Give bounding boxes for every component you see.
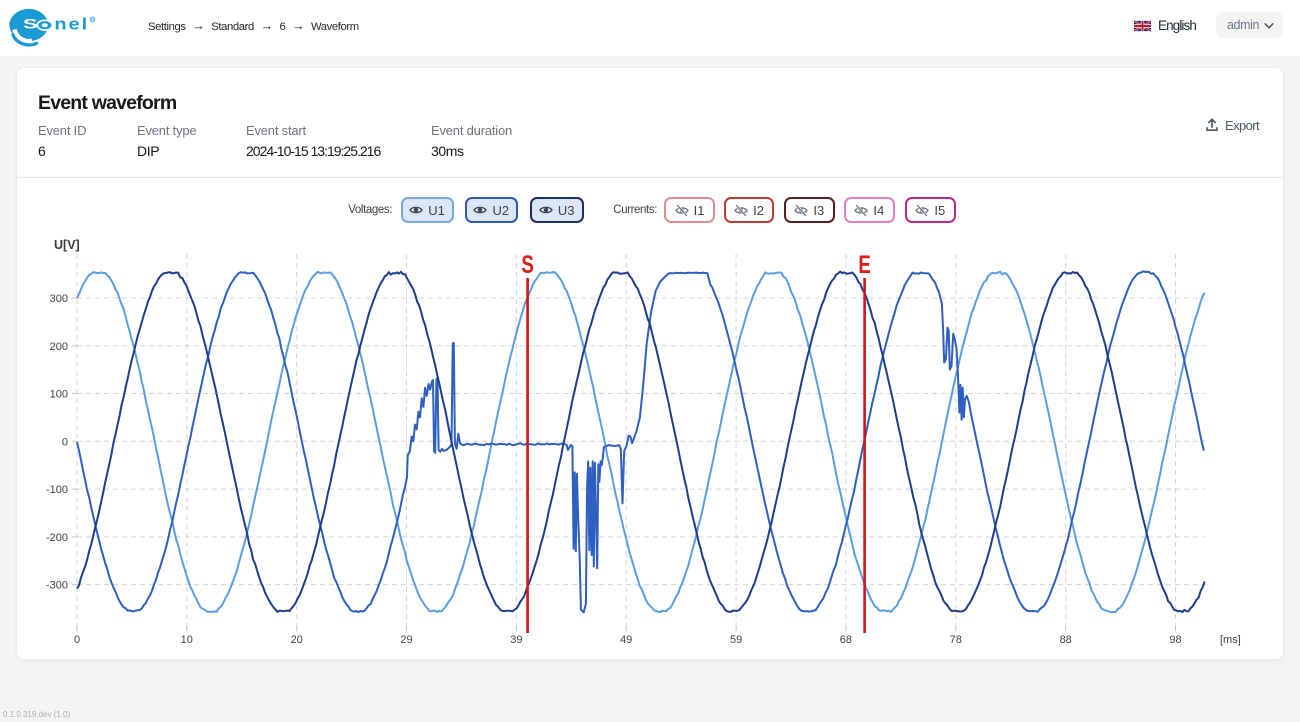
svg-text:-200: -200 — [46, 532, 68, 544]
svg-text:S: S — [521, 251, 534, 279]
svg-text:39: 39 — [510, 634, 522, 646]
svg-text:U[V]: U[V] — [54, 238, 80, 252]
svg-text:59: 59 — [730, 634, 742, 646]
svg-text:300: 300 — [50, 293, 68, 305]
svg-text:88: 88 — [1060, 634, 1072, 646]
svg-text:68: 68 — [840, 634, 852, 646]
svg-text:98: 98 — [1169, 634, 1181, 646]
svg-text:78: 78 — [950, 634, 962, 646]
svg-text:20: 20 — [291, 634, 303, 646]
svg-text:10: 10 — [181, 634, 193, 646]
svg-text:[ms]: [ms] — [1220, 634, 1241, 646]
svg-text:49: 49 — [620, 634, 632, 646]
svg-text:100: 100 — [50, 389, 68, 401]
svg-text:S: S — [23, 17, 38, 32]
svg-text:R: R — [91, 17, 95, 22]
svg-text:-300: -300 — [46, 580, 68, 592]
svg-text:0: 0 — [74, 634, 80, 646]
svg-text:-100: -100 — [46, 484, 68, 496]
svg-text:200: 200 — [50, 341, 68, 353]
svg-text:29: 29 — [400, 634, 412, 646]
svg-text:nel: nel — [54, 14, 89, 33]
svg-text:E: E — [858, 251, 871, 279]
svg-text:0: 0 — [62, 436, 68, 448]
